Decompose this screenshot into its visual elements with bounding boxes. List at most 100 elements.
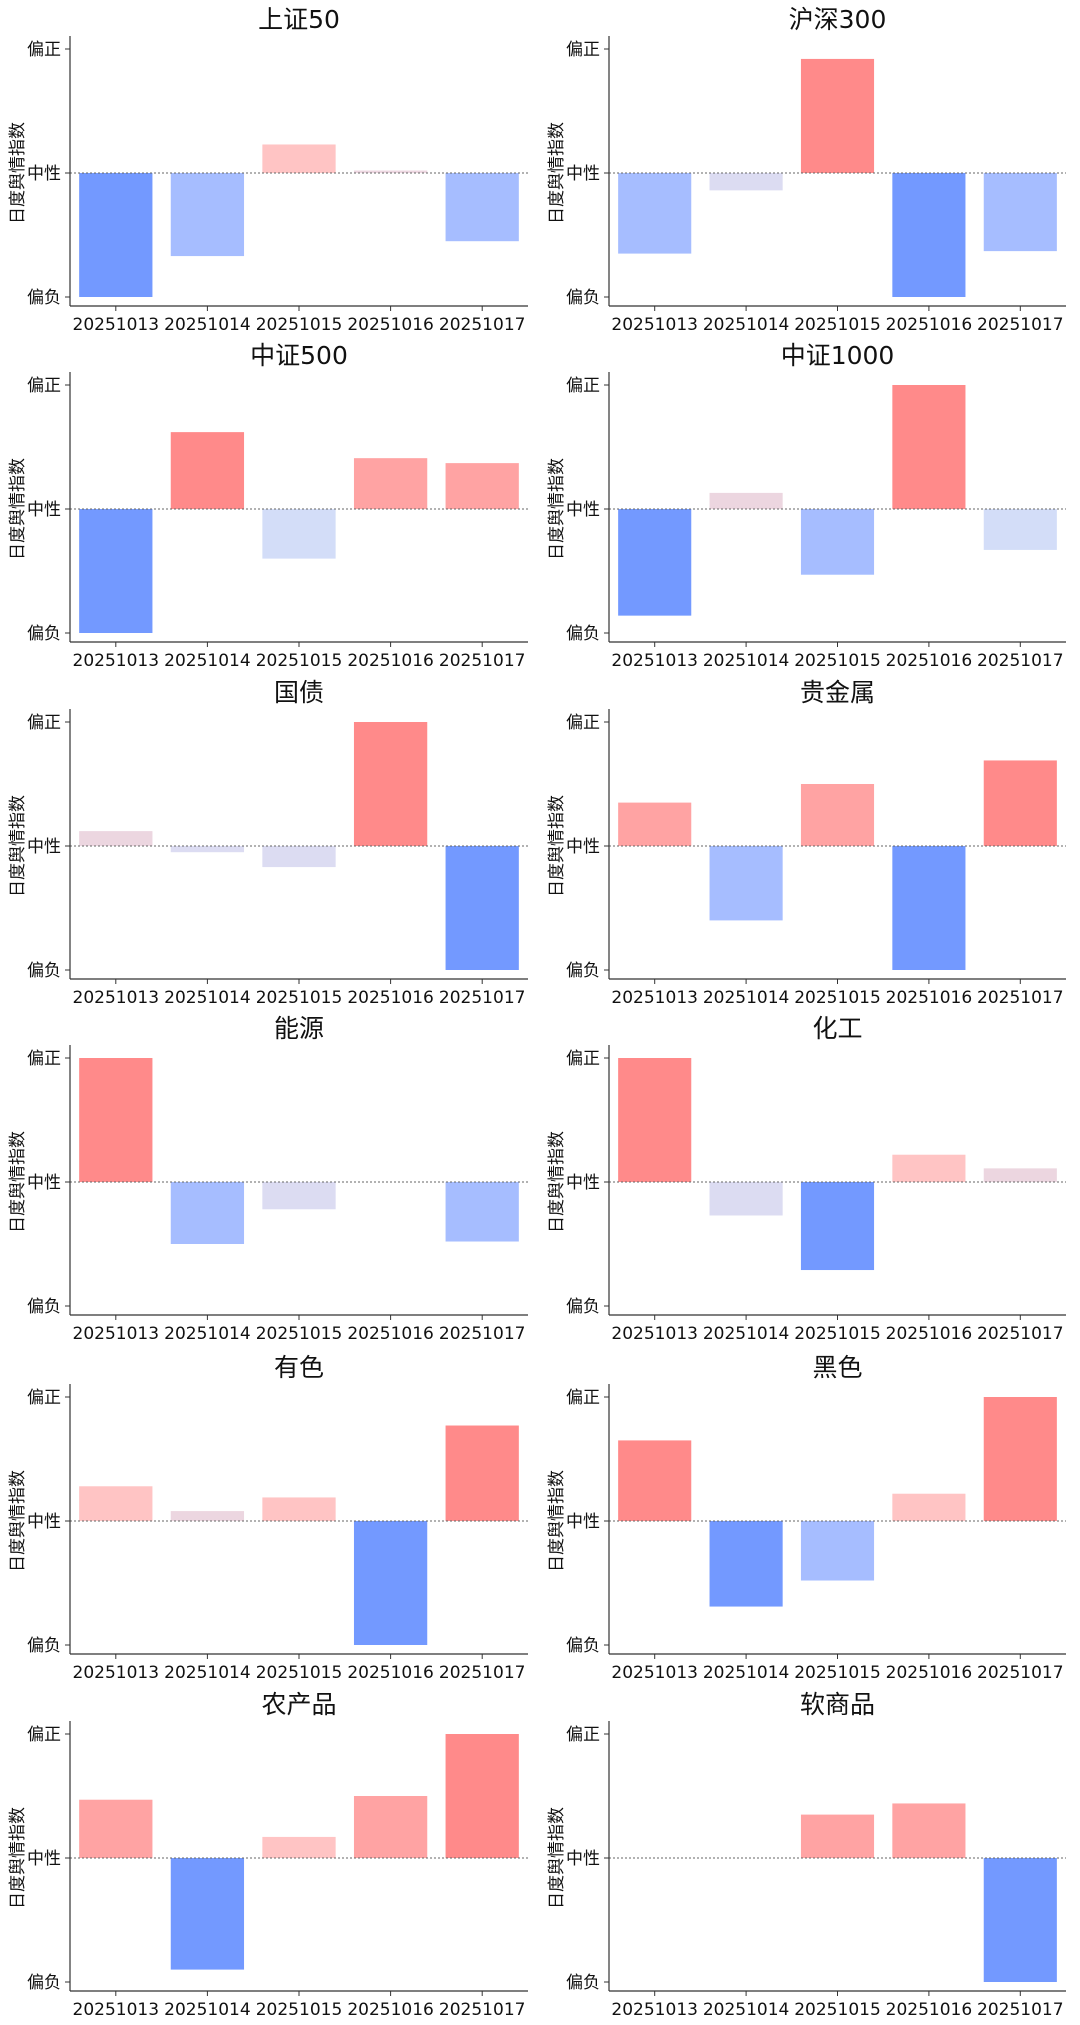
bar <box>262 1497 336 1521</box>
y-tick-label: 偏负 <box>566 1973 600 1993</box>
bar <box>892 1803 966 1858</box>
bar <box>800 1814 875 1858</box>
bar <box>262 1182 336 1210</box>
x-tick-label: 20251017 <box>439 988 526 1008</box>
x-tick-label: 20251013 <box>73 2000 160 2020</box>
bar <box>983 1168 1057 1182</box>
x-tick-label: 20251017 <box>439 651 526 671</box>
x-tick-label: 20251017 <box>439 2000 526 2020</box>
x-tick-label: 20251015 <box>794 1324 881 1344</box>
bar <box>618 1440 692 1521</box>
y-tick-label: 中性 <box>27 1512 61 1532</box>
x-tick-label: 20251017 <box>977 1663 1064 1683</box>
y-axis-label: 日度舆情指数 <box>547 795 567 897</box>
x-tick-label: 20251016 <box>347 988 434 1008</box>
bar <box>353 458 428 509</box>
x-tick-label: 20251016 <box>886 1324 973 1344</box>
y-axis-label: 日度舆情指数 <box>8 1131 28 1233</box>
bar <box>892 385 966 509</box>
x-tick-label: 20251013 <box>611 988 698 1008</box>
x-tick-label: 20251015 <box>256 315 343 335</box>
y-tick-label: 中性 <box>27 1849 61 1869</box>
x-tick-label: 20251017 <box>439 315 526 335</box>
y-axis-label: 日度舆情指数 <box>8 1470 28 1572</box>
x-tick-label: 20251013 <box>611 1663 698 1683</box>
chart-title: 黑色 <box>812 1353 862 1382</box>
y-tick-label: 偏负 <box>566 1297 600 1317</box>
y-axis-label: 日度舆情指数 <box>8 1807 28 1909</box>
y-tick-label: 偏正 <box>566 1388 600 1408</box>
chart-title: 软商品 <box>800 1690 875 1719</box>
y-tick-label: 偏负 <box>27 961 61 981</box>
bar <box>618 1058 692 1182</box>
x-tick-label: 20251017 <box>977 315 1064 335</box>
x-tick-label: 20251013 <box>73 315 160 335</box>
bar <box>170 432 245 509</box>
bar <box>800 58 875 173</box>
x-tick-label: 20251014 <box>703 315 790 335</box>
y-tick-label: 中性 <box>566 1173 600 1193</box>
bar <box>983 1858 1057 1982</box>
y-tick-label: 偏负 <box>27 1297 61 1317</box>
y-tick-label: 中性 <box>27 164 61 184</box>
x-tick-label: 20251014 <box>164 988 251 1008</box>
bar <box>170 1858 245 1970</box>
bar <box>353 170 428 173</box>
y-axis-label: 日度舆情指数 <box>547 122 567 224</box>
bar <box>79 173 153 297</box>
y-tick-label: 中性 <box>566 837 600 857</box>
bar <box>983 760 1057 846</box>
x-tick-label: 20251014 <box>164 1663 251 1683</box>
y-tick-label: 中性 <box>27 500 61 520</box>
bar <box>709 1182 783 1216</box>
bar <box>170 1182 245 1244</box>
y-axis-label: 日度舆情指数 <box>8 795 28 897</box>
x-tick-label: 20251014 <box>703 651 790 671</box>
y-tick-label: 中性 <box>566 1849 600 1869</box>
x-tick-label: 20251013 <box>73 988 160 1008</box>
x-tick-label: 20251016 <box>886 988 973 1008</box>
bar <box>262 144 336 173</box>
bar <box>800 1182 875 1271</box>
chart-title: 贵金属 <box>800 678 875 707</box>
bar <box>79 509 153 633</box>
bar <box>445 1425 519 1521</box>
x-tick-label: 20251016 <box>347 1663 434 1683</box>
bar <box>445 1182 519 1242</box>
y-tick-label: 偏正 <box>27 1725 61 1745</box>
chart-title: 沪深300 <box>789 5 887 34</box>
x-tick-label: 20251015 <box>256 651 343 671</box>
bar <box>800 509 875 575</box>
bar <box>170 1511 245 1521</box>
bar <box>892 1493 966 1521</box>
chart-title: 中证1000 <box>781 341 895 370</box>
x-tick-label: 20251017 <box>439 1663 526 1683</box>
bar <box>79 831 153 846</box>
x-tick-label: 20251014 <box>164 651 251 671</box>
chart-title: 有色 <box>274 1353 324 1382</box>
y-axis-label: 日度舆情指数 <box>547 458 567 560</box>
y-tick-label: 偏负 <box>27 1973 61 1993</box>
x-tick-label: 20251015 <box>794 988 881 1008</box>
x-tick-label: 20251013 <box>611 1324 698 1344</box>
bar <box>262 846 336 868</box>
bar <box>892 846 966 970</box>
y-axis-label: 日度舆情指数 <box>8 458 28 560</box>
bar <box>800 784 875 846</box>
bar <box>709 173 783 191</box>
bar <box>709 492 783 509</box>
x-tick-label: 20251015 <box>794 1663 881 1683</box>
bar <box>618 802 692 846</box>
bar <box>445 846 519 970</box>
bar <box>79 1486 153 1521</box>
x-tick-label: 20251013 <box>73 651 160 671</box>
y-tick-label: 偏负 <box>27 288 61 308</box>
bar <box>983 509 1057 550</box>
